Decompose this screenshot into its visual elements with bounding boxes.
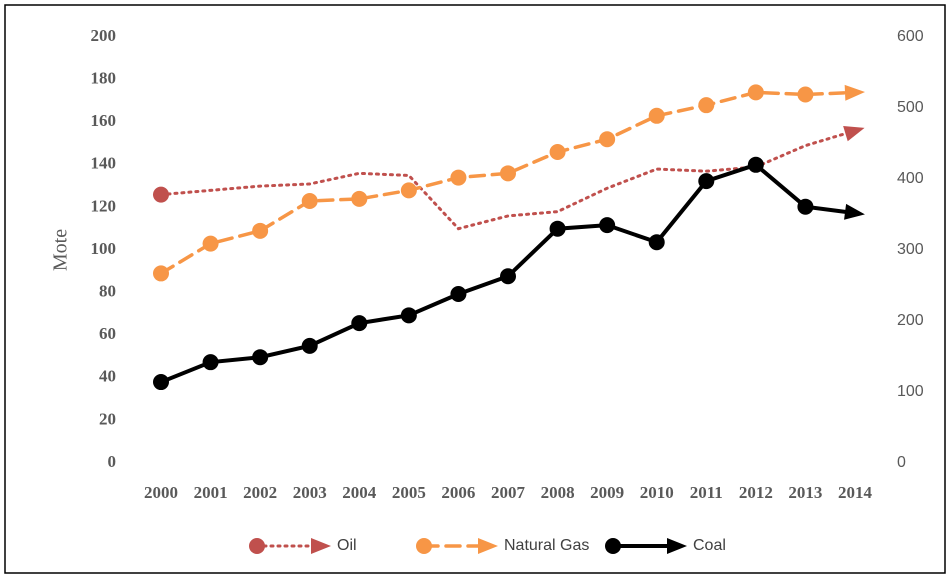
point	[450, 286, 467, 303]
point	[500, 268, 516, 285]
x-tick-label: 2001	[194, 483, 228, 502]
point	[797, 198, 814, 215]
x-tick-label: 2000	[144, 483, 178, 502]
point	[153, 265, 169, 282]
x-tick-label: 2008	[541, 483, 575, 502]
legend-label: Coal	[693, 537, 726, 554]
legend-label: Oil	[337, 537, 357, 554]
point	[252, 222, 269, 239]
point	[202, 235, 219, 252]
x-tick-label: 2013	[788, 483, 822, 502]
x-tick-label: 2005	[392, 483, 426, 502]
point	[500, 165, 516, 182]
y-tick-label: 140	[91, 154, 117, 173]
point	[648, 107, 665, 124]
point	[747, 156, 764, 173]
x-tick-label: 2007	[491, 483, 526, 502]
point	[599, 217, 616, 234]
point	[648, 234, 665, 251]
y-tick-label: 0	[108, 452, 117, 471]
y-tick-label: 200	[91, 26, 117, 45]
legend-marker	[605, 538, 621, 554]
point	[400, 182, 417, 199]
y-tick-label: 40	[99, 367, 116, 386]
y-tick-label: 160	[91, 111, 117, 130]
y2-tick-label: 200	[897, 312, 924, 329]
point	[301, 193, 318, 210]
y-tick-label: 60	[99, 324, 116, 343]
point	[400, 307, 417, 324]
point	[797, 86, 814, 103]
x-tick-label: 2012	[739, 483, 773, 502]
point	[698, 173, 715, 190]
x-tick-label: 2002	[243, 483, 277, 502]
legend-arrow	[667, 538, 687, 554]
x-tick-label: 2009	[590, 483, 624, 502]
legend-marker	[249, 538, 265, 554]
x-tick-label: 2011	[690, 483, 723, 502]
point	[698, 97, 715, 114]
legend-arrow	[311, 538, 331, 554]
point	[351, 315, 368, 332]
y-tick-label: 180	[91, 69, 117, 88]
x-tick-label: 2006	[441, 483, 475, 502]
legend-label: Natural Gas	[504, 537, 589, 554]
point	[450, 169, 467, 186]
x-tick-label: 2014	[838, 483, 873, 502]
x-tick-label: 2004	[342, 483, 377, 502]
y-axis-label: Mote	[50, 229, 72, 271]
point	[599, 131, 616, 148]
point	[301, 337, 318, 354]
point	[549, 144, 566, 161]
end-arrow	[843, 125, 865, 142]
x-tick-label: 2010	[640, 483, 674, 502]
point	[153, 186, 169, 203]
end-arrow	[844, 203, 865, 220]
y2-tick-label: 500	[897, 99, 924, 116]
y2-tick-label: 300	[897, 241, 924, 258]
y2-tick-label: 0	[897, 454, 906, 471]
point	[549, 220, 566, 237]
y2-tick-label: 400	[897, 170, 924, 187]
end-arrow	[844, 84, 865, 101]
point	[202, 354, 219, 371]
y2-tick-label: 100	[897, 383, 924, 400]
x-tick-label: 2003	[293, 483, 327, 502]
legend-marker	[416, 538, 432, 554]
point	[252, 349, 269, 366]
y-tick-label: 20	[99, 409, 116, 428]
y2-tick-label: 600	[897, 28, 924, 45]
y-tick-label: 100	[91, 239, 117, 258]
point	[747, 84, 764, 101]
y-tick-label: 120	[91, 196, 117, 215]
point	[351, 190, 368, 207]
y-tick-label: 80	[99, 282, 116, 301]
legend-arrow	[478, 538, 498, 554]
series-line	[159, 129, 857, 231]
point	[153, 374, 169, 391]
